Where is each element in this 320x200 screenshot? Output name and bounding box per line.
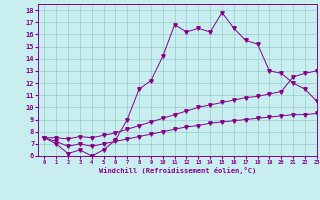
X-axis label: Windchill (Refroidissement éolien,°C): Windchill (Refroidissement éolien,°C) <box>99 167 256 174</box>
